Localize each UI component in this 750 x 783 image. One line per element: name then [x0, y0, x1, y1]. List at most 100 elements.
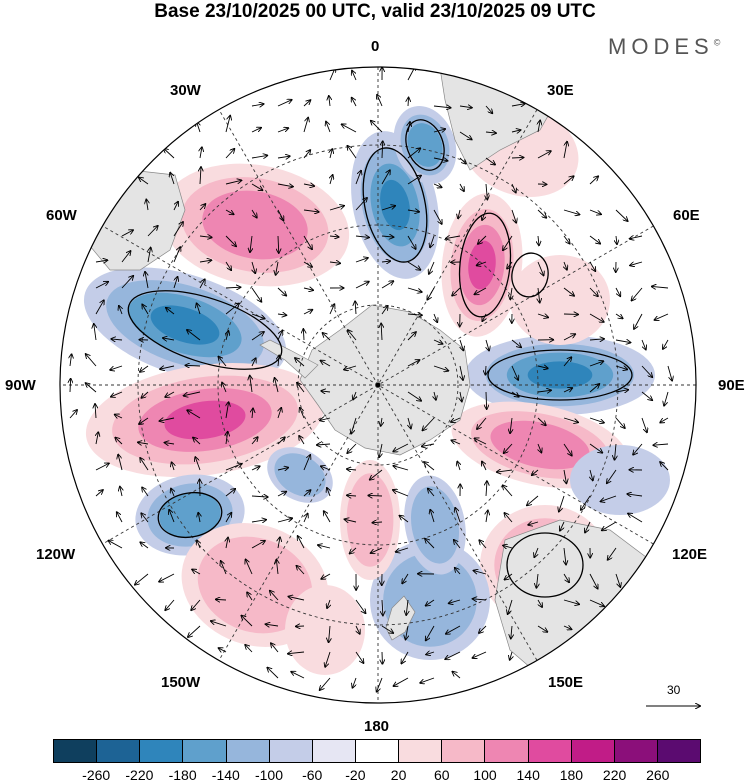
- wind-arrow: [401, 651, 409, 663]
- wind-arrow: [225, 180, 241, 185]
- wind-arrow: [323, 333, 331, 341]
- wind-arrow: [559, 495, 565, 512]
- wind-arrow: [173, 202, 178, 211]
- wind-arrow: [303, 490, 311, 497]
- wind-arrow: [352, 677, 356, 688]
- wind-arrow: [537, 261, 544, 275]
- anomaly-region: [202, 190, 308, 260]
- colorbar-swatch: [268, 740, 312, 762]
- wind-arrow: [329, 262, 340, 263]
- colorbar-swatch: [613, 740, 657, 762]
- wind-arrow: [344, 365, 357, 370]
- wind-arrow: [370, 469, 383, 480]
- wind-arrow: [121, 230, 133, 237]
- wind-arrow: [641, 339, 646, 350]
- wind-arrow: [221, 561, 227, 575]
- wind-arrow: [329, 96, 330, 107]
- wind-arrow: [477, 417, 487, 429]
- wind-arrow: [479, 625, 487, 633]
- wind-arrow: [455, 508, 461, 523]
- wind-arrow: [303, 150, 310, 159]
- wind-arrow: [69, 410, 77, 419]
- wind-arrow: [433, 340, 442, 344]
- wind-arrow: [486, 391, 487, 409]
- wind-arrow: [218, 357, 227, 367]
- wind-arrow: [630, 236, 643, 239]
- wind-arrow: [458, 209, 460, 218]
- wind-arrow: [407, 314, 422, 315]
- wind-arrow: [147, 226, 158, 237]
- wind-arrow: [486, 339, 489, 351]
- wind-arrow: [382, 141, 383, 159]
- anomaly-region: [164, 400, 246, 440]
- wind-arrow: [589, 209, 601, 214]
- wind-arrow: [615, 287, 620, 296]
- wind-arrow: [164, 149, 175, 159]
- wind-arrow: [121, 276, 133, 289]
- wind-arrow: [460, 365, 463, 380]
- wind-arrow: [197, 303, 200, 315]
- wind-arrow: [295, 358, 305, 367]
- colorbar-tick-label: -100: [254, 767, 284, 783]
- wind-arrow: [381, 417, 382, 426]
- wind-arrow: [277, 437, 285, 445]
- wind-arrow: [173, 247, 180, 263]
- wind-arrow: [291, 672, 305, 679]
- wind-arrow: [589, 384, 599, 393]
- wind-arrow: [381, 170, 390, 185]
- wind-arrow: [538, 443, 541, 452]
- wind-arrow: [485, 132, 496, 133]
- map-border: [59, 66, 697, 704]
- wind-arrow: [663, 339, 669, 349]
- wind-arrow: [425, 539, 435, 549]
- wind-arrow: [350, 547, 357, 554]
- wind-arrow: [563, 626, 571, 629]
- wind-arrow: [225, 489, 235, 497]
- wind-arrow: [225, 287, 240, 288]
- anomaly-region: [468, 240, 496, 290]
- wind-arrow: [377, 95, 383, 107]
- wind-arrow: [120, 487, 122, 497]
- wind-arrow: [118, 455, 123, 471]
- wind-arrow: [303, 210, 319, 212]
- wind-arrow: [589, 235, 600, 244]
- wind-arrow: [563, 388, 572, 392]
- wind-arrow: [173, 277, 178, 289]
- wind-arrow: [165, 599, 175, 610]
- wind-arrow: [460, 339, 463, 350]
- wind-arrow: [381, 281, 393, 289]
- wind-arrow: [630, 261, 643, 265]
- wind-arrow: [139, 178, 149, 185]
- wind-arrow: [422, 444, 435, 446]
- wind-arrow: [426, 599, 435, 606]
- wind-arrow: [641, 417, 647, 432]
- wind-arrow: [615, 573, 620, 587]
- wind-arrow: [459, 131, 472, 139]
- wind-arrow: [406, 625, 408, 639]
- wind-arrow: [407, 287, 422, 292]
- wind-arrow: [251, 437, 258, 445]
- wind-arrow: [537, 417, 546, 425]
- wind-arrow: [511, 625, 512, 639]
- wind-arrow: [429, 261, 435, 274]
- anomaly-region: [346, 473, 394, 567]
- wind-arrow: [145, 272, 148, 289]
- wind-arrow: [445, 651, 461, 659]
- colorbar-swatch: [484, 740, 528, 762]
- wind-arrow: [225, 513, 231, 523]
- anomaly-region: [407, 123, 443, 167]
- wind-arrow: [614, 443, 616, 460]
- lon-label-120w: 120W: [36, 546, 76, 563]
- colorbar-swatch: [225, 740, 269, 762]
- wind-arrow: [226, 331, 229, 341]
- wind-arrow: [563, 599, 579, 604]
- wind-arrow: [563, 235, 570, 244]
- wind-arrow: [166, 308, 175, 315]
- wind-arrow: [115, 415, 123, 418]
- wind-arrow: [534, 547, 538, 557]
- wind-arrow: [430, 510, 435, 523]
- lon-label-180: 180: [364, 718, 390, 735]
- wind-arrow: [406, 599, 408, 615]
- wind-arrow: [511, 130, 521, 132]
- wind-arrow: [507, 261, 513, 269]
